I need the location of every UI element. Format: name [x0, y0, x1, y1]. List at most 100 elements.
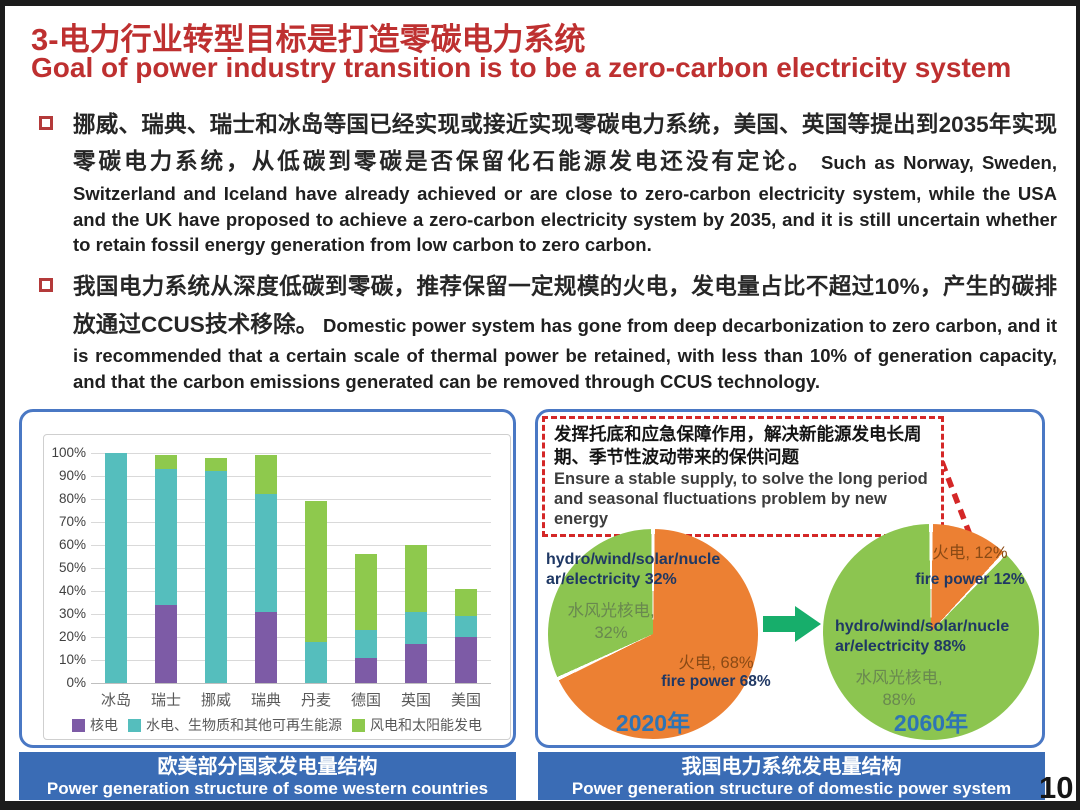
gridline — [91, 683, 491, 684]
y-axis-tick: 40% — [58, 583, 86, 598]
bullet-square-icon — [39, 116, 53, 130]
bars-group — [91, 453, 491, 683]
bar-segment-核电 — [455, 637, 477, 683]
bar-美国 — [455, 588, 477, 683]
y-axis-tick: 100% — [51, 445, 86, 460]
bar-segment-水电、生物质和其他可再生能源 — [205, 471, 227, 683]
bar-segment-核电 — [405, 643, 427, 683]
bullet-list: 挪威、瑞典、瑞士和冰岛等国已经实现或接近实现零碳电力系统，美国、英国等提出到20… — [37, 106, 1057, 405]
plot-area — [91, 453, 491, 684]
left-caption-cn: 欧美部分国家发电量结构 — [157, 756, 378, 778]
bar-segment-风电和太阳能发电 — [205, 457, 227, 472]
gridline — [91, 476, 491, 477]
right-caption-bar: 我国电力系统发电量结构 Power generation structure o… — [538, 752, 1045, 800]
y-axis-tick: 30% — [58, 606, 86, 621]
bar-segment-水电、生物质和其他可再生能源 — [305, 641, 327, 683]
bar-segment-核电 — [155, 604, 177, 683]
legend-swatch-icon — [128, 718, 141, 732]
y-axis-tick: 60% — [58, 537, 86, 552]
x-axis-tick: 瑞士 — [150, 692, 181, 709]
legend-swatch-icon — [72, 718, 85, 732]
bullet-paragraph-2: 我国电力系统从深度低碳到零碳，推荐保留一定规模的火电，发电量占比不超过10%，产… — [37, 268, 1057, 394]
pie-2060-fire-label-en: fire power 12% — [915, 571, 1025, 588]
bar-segment-水电、生物质和其他可再生能源 — [105, 453, 127, 683]
bullet-1-english-text: Such as Norway, Sweden, Switzerland and … — [73, 152, 1057, 256]
x-axis-tick: 英国 — [400, 692, 431, 709]
pie-2020-green-label-en: hydro/wind/solar/nuclear/electricity 32% — [546, 551, 721, 588]
bar-segment-风电和太阳能发电 — [305, 501, 327, 642]
y-axis-tick: 70% — [58, 514, 86, 529]
arrow-right-icon — [763, 606, 821, 642]
x-axis-tick: 挪威 — [200, 692, 231, 709]
gridline — [91, 545, 491, 546]
pie-2060-green-label-cn: 水风光核电, 88% — [855, 669, 943, 710]
bar-segment-水电、生物质和其他可再生能源 — [455, 616, 477, 637]
gridline — [91, 614, 491, 615]
pie-2060-year-label: 2060年 — [893, 710, 969, 736]
page-title-cn: 3-电力行业转型目标是打造零碳电力系统 — [31, 22, 586, 57]
pie-2020-green-label-cn: 水风光核电, 32% — [567, 602, 655, 643]
legend-label: 水电、生物质和其他可再生能源 — [146, 717, 342, 733]
left-caption-bar: 欧美部分国家发电量结构 Power generation structure o… — [19, 752, 516, 800]
bar-segment-水电、生物质和其他可再生能源 — [405, 611, 427, 644]
bullet-2-english-text: Domestic power system has gone from deep… — [73, 314, 1057, 392]
y-axis-tick: 90% — [58, 468, 86, 483]
y-axis-tick: 20% — [58, 629, 86, 644]
pie-chart-2060 — [823, 524, 1039, 740]
callout-text-en: Ensure a stable supply, to solve the lon… — [554, 469, 928, 528]
bar-segment-水电、生物质和其他可再生能源 — [255, 494, 277, 612]
legend-label: 核电 — [90, 717, 118, 733]
bar-segment-风电和太阳能发电 — [355, 554, 377, 631]
bar-segment-风电和太阳能发电 — [405, 545, 427, 612]
y-axis-tick: 10% — [58, 652, 86, 667]
bar-挪威 — [205, 457, 227, 683]
bar-德国 — [355, 554, 377, 683]
bar-瑞士 — [155, 455, 177, 683]
chart-legend: 核电 水电、生物质和其他可再生能源 风电和太阳能发电 — [44, 715, 510, 735]
y-axis-tick: 80% — [58, 491, 86, 506]
left-caption-en: Power generation structure of some weste… — [46, 779, 489, 798]
pie-2020-fire-label-en: fire power 68% — [661, 673, 771, 690]
bullet-2-chinese-text: 我国电力系统从深度低碳到零碳，推荐保留一定规模的火电，发电量占比不超过10%，产… — [73, 274, 1057, 337]
pie-chart-panel: 发挥托底和应急保障作用，解决新能源发电长周期、季节性波动带来的保供问题 Ensu… — [535, 409, 1045, 748]
pie-chart-2020 — [548, 529, 758, 739]
bar-segment-风电和太阳能发电 — [455, 588, 477, 617]
bar-丹麦 — [305, 501, 327, 683]
x-axis-labels: 冰岛 瑞士 挪威 瑞典 丹麦 德国 英国 美国 — [91, 689, 491, 710]
bullet-square-icon — [39, 278, 53, 293]
bar-segment-风电和太阳能发电 — [155, 455, 177, 470]
gridline — [91, 499, 491, 500]
gridline — [91, 637, 491, 638]
callout-box: 发挥托底和应急保障作用，解决新能源发电长周期、季节性波动带来的保供问题 Ensu… — [542, 416, 944, 537]
pie-2020-fire-label-cn: 火电, 68% — [678, 654, 754, 672]
bar-segment-风电和太阳能发电 — [255, 455, 277, 495]
pie-2060-green-label-en: hydro/wind/solar/nuclear/electricity 88% — [835, 618, 1010, 655]
gridline — [91, 568, 491, 569]
bar-segment-水电、生物质和其他可再生能源 — [355, 630, 377, 658]
right-caption-en: Power generation structure of domestic p… — [571, 779, 1012, 798]
stacked-bar-chart: 100% 90% 80% 70% 60% 50% 40% 30% 20% 10% 0% 冰岛 瑞士 挪威 瑞… — [43, 434, 511, 740]
pie-2060-fire-label-cn: 火电, 12% — [932, 544, 1008, 562]
bullet-1-chinese-text: 挪威、瑞典、瑞士和冰岛等国已经实现或接近实现零碳电力系统，美国、英国等提出到20… — [73, 112, 1057, 175]
gridline — [91, 453, 491, 454]
pie-2020-year-label: 2020年 — [615, 710, 691, 736]
bar-segment-核电 — [255, 611, 277, 683]
gridline — [91, 522, 491, 523]
legend-item: 风电和太阳能发电 — [352, 715, 482, 735]
bar-英国 — [405, 545, 427, 683]
bar-segment-水电、生物质和其他可再生能源 — [155, 469, 177, 605]
x-axis-tick: 美国 — [450, 692, 481, 709]
bar-瑞典 — [255, 455, 277, 683]
gridline — [91, 591, 491, 592]
x-axis-tick: 德国 — [350, 692, 381, 709]
bar-chart-panel: 100% 90% 80% 70% 60% 50% 40% 30% 20% 10% 0% 冰岛 瑞士 挪威 瑞… — [19, 409, 516, 748]
page-title-en: Goal of power industry transition is to … — [31, 52, 1012, 83]
right-caption-cn: 我国电力系统发电量结构 — [681, 756, 902, 778]
bar-冰岛 — [105, 453, 127, 683]
y-axis-tick: 0% — [66, 675, 86, 690]
x-axis-tick: 冰岛 — [100, 692, 131, 709]
x-axis-tick: 瑞典 — [250, 692, 281, 709]
gridline — [91, 660, 491, 661]
bullet-paragraph-1: 挪威、瑞典、瑞士和冰岛等国已经实现或接近实现零碳电力系统，美国、英国等提出到20… — [37, 106, 1057, 258]
